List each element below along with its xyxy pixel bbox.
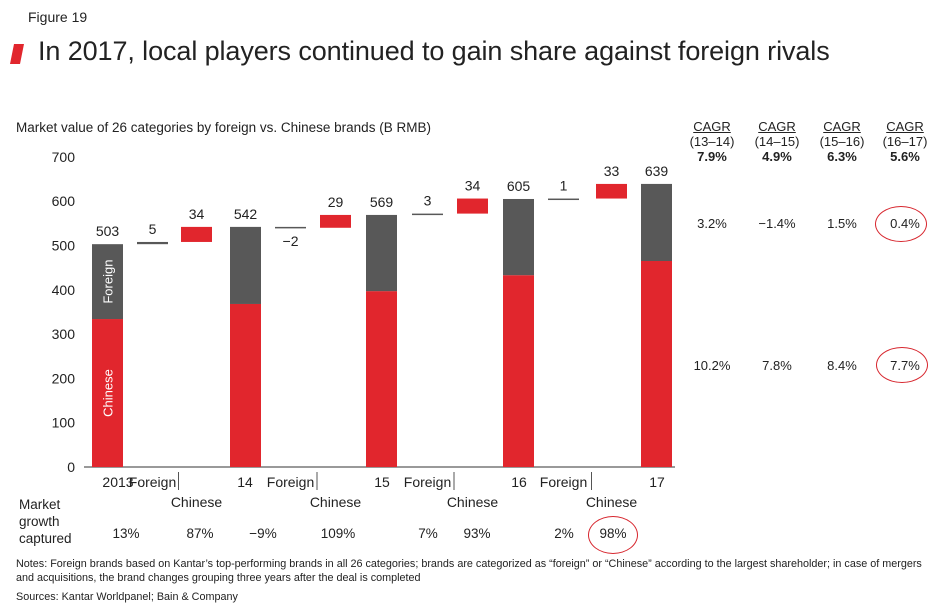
- increment-foreign-13–14: [137, 241, 168, 245]
- cagr-chinese-1: 10.2%: [693, 358, 731, 373]
- x-step-label-chinese: Chinese: [310, 494, 362, 510]
- increment-chinese-16–17: [596, 183, 627, 199]
- y-tick-label: 600: [52, 193, 76, 209]
- growth-chinese-2: 109%: [320, 526, 356, 541]
- increment-foreign-label-14–15: −2: [283, 233, 299, 249]
- bar-foreign-15: [366, 214, 397, 292]
- x-step-label-chinese: Chinese: [586, 494, 638, 510]
- y-tick-label: 300: [52, 326, 76, 342]
- y-tick-label: 400: [52, 282, 76, 298]
- x-step-label-chinese: Chinese: [171, 494, 223, 510]
- x-step-label-foreign: Foreign: [129, 474, 176, 490]
- increment-chinese-label-13–14: 34: [189, 206, 205, 222]
- total-label-17: 639: [645, 163, 669, 179]
- x-step-label-foreign: Foreign: [267, 474, 314, 490]
- chart-notes: Notes: Foreign brands based on Kantar’s …: [16, 558, 922, 584]
- increment-foreign-16–17: [548, 198, 579, 201]
- cagr-foreign-3: 1.5%: [827, 216, 857, 231]
- bar-chinese-16: [503, 275, 534, 467]
- y-tick-label: 100: [52, 415, 76, 431]
- growth-foreign-1: 13%: [112, 526, 140, 541]
- chart-subtitle: Market value of 26 categories by foreign…: [16, 120, 431, 135]
- highlight-circle: [875, 206, 927, 242]
- highlight-circle: [876, 347, 928, 383]
- total-label-2013: 503: [96, 223, 120, 239]
- increment-foreign-14–15: [275, 226, 306, 229]
- total-label-14: 542: [234, 206, 258, 222]
- bar-foreign-16: [503, 198, 534, 276]
- cagr-chinese-2: 7.8%: [762, 358, 792, 373]
- highlight-circle: [588, 516, 638, 554]
- growth-foreign-4: 2%: [554, 526, 574, 541]
- x-step-label-foreign: Foreign: [404, 474, 451, 490]
- chart-sources: Sources: Kantar Worldpanel; Bain & Compa…: [16, 591, 238, 603]
- growth-foreign-2: −9%: [249, 526, 277, 541]
- y-tick-label: 0: [67, 459, 75, 475]
- cagr-foreign-1: 3.2%: [697, 216, 727, 231]
- increment-foreign-label-13–14: 5: [149, 221, 157, 237]
- series-label-chinese: Chinese: [101, 369, 116, 417]
- title-marker-icon: [10, 44, 24, 64]
- increment-chinese-15–16: [457, 198, 488, 214]
- bar-chinese-15: [366, 291, 397, 467]
- increment-chinese-label-14–15: 29: [328, 194, 344, 210]
- cagr-header-2: CAGR (14–15) 4.9%: [754, 119, 800, 164]
- cagr-chinese-3: 8.4%: [827, 358, 857, 373]
- cagr-header-1: CAGR (13–14) 7.9%: [689, 119, 735, 164]
- x-step-label-chinese: Chinese: [447, 494, 499, 510]
- x-step-label-foreign: Foreign: [540, 474, 587, 490]
- increment-chinese-13–14: [181, 226, 212, 242]
- bar-chinese-14: [230, 303, 261, 467]
- y-tick-label: 700: [52, 149, 76, 165]
- series-label-foreign: Foreign: [101, 260, 116, 304]
- bar-foreign-2013: [92, 244, 123, 320]
- y-tick-label: 200: [52, 370, 76, 386]
- growth-foreign-3: 7%: [418, 526, 438, 541]
- increment-foreign-label-15–16: 3: [424, 193, 432, 209]
- increment-chinese-14–15: [320, 214, 351, 228]
- increment-chinese-label-15–16: 34: [465, 178, 481, 194]
- x-category-label-17: 17: [649, 474, 665, 490]
- page-title: In 2017, local players continued to gain…: [38, 36, 830, 66]
- total-label-16: 605: [507, 178, 531, 194]
- market-growth-label: Market growth captured: [19, 497, 72, 546]
- growth-chinese-3: 93%: [463, 526, 491, 541]
- x-category-label-15: 15: [374, 474, 390, 490]
- bar-chinese-2013: [92, 319, 123, 467]
- cagr-header-4: CAGR (16–17) 5.6%: [882, 119, 928, 164]
- increment-foreign-15–16: [412, 213, 443, 216]
- figure-label: Figure 19: [28, 9, 88, 25]
- bar-chinese-17: [641, 261, 672, 467]
- total-label-15: 569: [370, 194, 394, 210]
- x-category-label-14: 14: [237, 474, 253, 490]
- increment-chinese-label-16–17: 33: [604, 163, 620, 179]
- y-tick-label: 500: [52, 238, 76, 254]
- bar-foreign-17: [641, 183, 672, 262]
- cagr-header-3: CAGR (15–16) 6.3%: [819, 119, 865, 164]
- growth-chinese-1: 87%: [186, 526, 214, 541]
- bar-foreign-14: [230, 226, 261, 304]
- increment-foreign-label-16–17: 1: [560, 178, 568, 194]
- x-category-label-2013: 2013: [102, 474, 133, 490]
- x-category-label-16: 16: [511, 474, 527, 490]
- cagr-foreign-2: −1.4%: [758, 216, 796, 231]
